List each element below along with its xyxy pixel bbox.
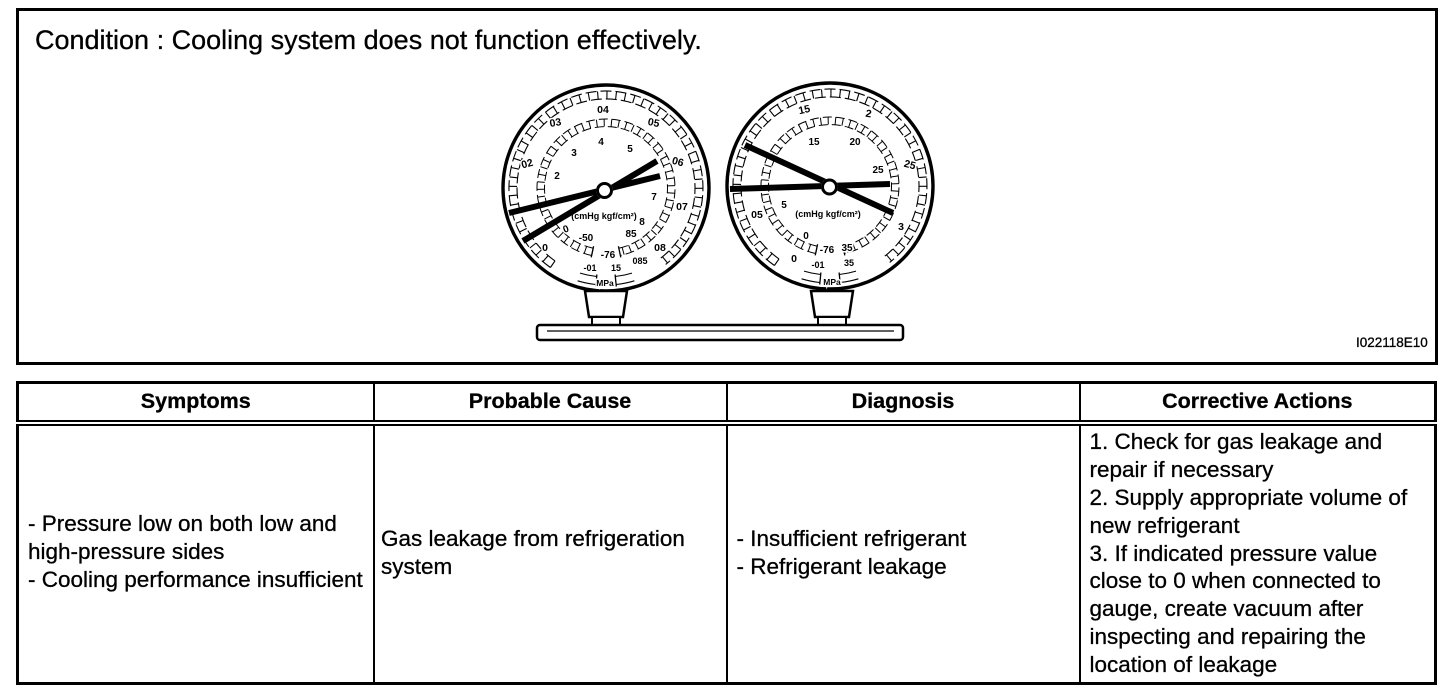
svg-text:(cmHg kgf/cm²): (cmHg kgf/cm²) [571,211,637,221]
svg-text:02: 02 [520,157,535,172]
svg-text:(cmHg kgf/cm²): (cmHg kgf/cm²) [795,209,861,219]
svg-text:06: 06 [671,155,686,170]
svg-text:85: 85 [625,229,637,240]
svg-text:15: 15 [611,263,621,273]
svg-text:085: 085 [632,256,647,266]
svg-text:15: 15 [808,137,820,148]
svg-text:05: 05 [647,116,661,130]
svg-text:25: 25 [903,158,918,173]
svg-text:MPa: MPa [596,278,614,288]
svg-text:25: 25 [872,165,884,176]
svg-text:15: 15 [797,103,811,117]
svg-text:03: 03 [549,116,563,130]
svg-text:-76: -76 [820,245,835,256]
svg-text:0: 0 [542,242,548,254]
svg-text:8: 8 [639,217,645,228]
svg-text:3: 3 [898,221,904,233]
svg-text:35: 35 [841,243,853,254]
svg-text:04: 04 [597,104,609,116]
svg-text:08: 08 [654,242,666,254]
svg-text:07: 07 [676,201,688,213]
svg-text:20: 20 [849,137,861,148]
svg-text:3: 3 [571,148,577,159]
svg-text:5: 5 [627,144,633,155]
svg-text:MPa: MPa [823,277,841,287]
svg-text:05: 05 [751,209,763,221]
svg-text:-50: -50 [579,233,594,244]
svg-text:-76: -76 [601,250,616,261]
svg-text:0: 0 [791,253,797,265]
svg-text:5: 5 [781,200,787,211]
svg-text:0: 0 [803,231,809,242]
svg-text:-01: -01 [583,263,596,273]
svg-text:2: 2 [554,171,560,182]
svg-text:2: 2 [865,108,873,121]
svg-text:7: 7 [651,192,657,203]
svg-text:0: 0 [562,223,571,235]
svg-text:-01: -01 [811,260,824,270]
svg-text:4: 4 [598,137,604,148]
svg-text:35: 35 [844,258,854,268]
